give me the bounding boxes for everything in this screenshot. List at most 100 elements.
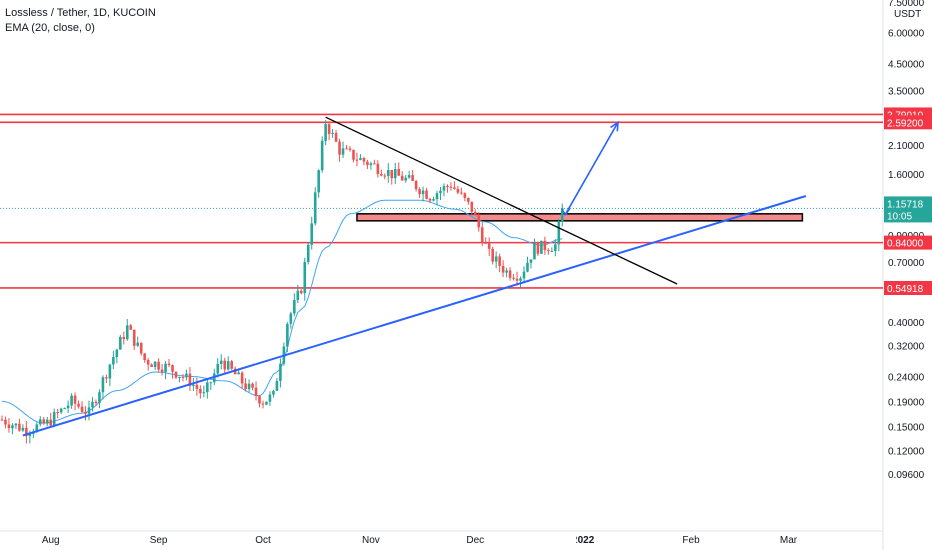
candle-body[interactable] [199,388,202,394]
candle-body[interactable] [505,270,508,273]
candle-body[interactable] [7,424,11,429]
candle-body[interactable] [98,392,101,403]
candle-body[interactable] [143,353,146,361]
candle-body[interactable] [400,175,404,181]
candle-body[interactable] [139,342,143,354]
candle-body[interactable] [477,215,481,228]
candle-body[interactable] [115,349,119,358]
candle-body[interactable] [407,175,411,178]
candle-body[interactable] [480,227,484,243]
candle-body[interactable] [251,383,254,388]
candle-body[interactable] [557,221,561,245]
candle-body[interactable] [453,187,456,189]
price-axis[interactable] [883,0,932,550]
candle-body[interactable] [460,192,463,194]
candle-body[interactable] [355,159,359,161]
candle-body[interactable] [119,336,122,350]
candle-body[interactable] [223,360,227,370]
candle-body[interactable] [397,169,401,176]
candle-body[interactable] [268,394,272,402]
candle-body[interactable] [254,387,258,397]
candle-body[interactable] [341,148,345,155]
candle-body[interactable] [536,243,540,254]
descending-trendline[interactable] [325,116,678,285]
candle-body[interactable] [554,244,557,251]
candle-body[interactable] [526,262,529,272]
candle-body[interactable] [206,382,209,393]
candle-body[interactable] [77,403,80,407]
candle-body[interactable] [414,180,418,190]
candle-body[interactable] [87,407,91,414]
candle-body[interactable] [237,372,240,375]
candle-body[interactable] [362,158,366,162]
candle-body[interactable] [122,336,126,340]
candle-body[interactable] [125,325,129,340]
candle-body[interactable] [306,244,310,263]
candle-body[interactable] [174,371,178,378]
candle-body[interactable] [348,148,352,150]
candle-body[interactable] [11,425,14,429]
candle-body[interactable] [470,201,474,212]
candle-body[interactable] [446,186,449,188]
candle-body[interactable] [42,419,46,424]
candle-body[interactable] [160,369,164,373]
candle-body[interactable] [129,325,133,330]
candle-body[interactable] [132,329,136,346]
candle-body[interactable] [421,190,425,195]
candle-body[interactable] [21,427,25,431]
candle-body[interactable] [209,382,213,384]
candle-body[interactable] [442,186,446,191]
candle-body[interactable] [540,240,543,254]
candle-body[interactable] [226,361,230,370]
candle-body[interactable] [543,240,547,251]
candle-body[interactable] [519,278,522,281]
candle-body[interactable] [449,186,453,188]
candle-body[interactable] [247,383,251,390]
candle-body[interactable] [136,342,140,346]
candle-body[interactable] [70,395,73,406]
candle-body[interactable] [94,401,98,403]
candle-body[interactable] [181,376,185,378]
candle-body[interactable] [73,395,77,404]
candle-body[interactable] [386,170,390,177]
candle-body[interactable] [178,376,181,378]
candle-body[interactable] [112,357,115,365]
candle-body[interactable] [146,360,150,365]
candle-body[interactable] [369,163,373,166]
candle-body[interactable] [463,193,467,198]
candle-body[interactable] [515,278,519,281]
candle-body[interactable] [404,177,407,181]
candle-body[interactable] [84,411,87,414]
candle-body[interactable] [393,169,397,179]
candle-body[interactable] [195,384,199,389]
candle-body[interactable] [101,377,105,393]
candle-body[interactable] [352,149,355,160]
candle-body[interactable] [289,313,293,324]
candle-body[interactable] [63,408,66,410]
candle-body[interactable] [150,364,153,367]
candle-body[interactable] [202,392,206,394]
candle-body[interactable] [157,361,160,370]
candle-body[interactable] [293,299,296,314]
candle-body[interactable] [35,424,39,432]
candle-body[interactable] [258,396,261,404]
candle-body[interactable] [320,140,324,171]
candle-body[interactable] [498,256,501,266]
candle-body[interactable] [91,401,94,408]
candle-body[interactable] [286,323,289,347]
candle-body[interactable] [473,211,477,216]
candle-body[interactable] [275,380,279,391]
candle-body[interactable] [324,124,327,141]
candle-body[interactable] [428,198,432,201]
candle-body[interactable] [265,401,268,405]
candle-body[interactable] [52,412,56,426]
candle-body[interactable] [418,189,421,195]
candle-body[interactable] [380,174,383,176]
candle-body[interactable] [192,384,195,386]
candle-body[interactable] [261,403,265,405]
candle-body[interactable] [272,390,275,395]
candle-body[interactable] [153,361,157,367]
candle-body[interactable] [491,248,494,262]
candle-body[interactable] [359,158,362,160]
